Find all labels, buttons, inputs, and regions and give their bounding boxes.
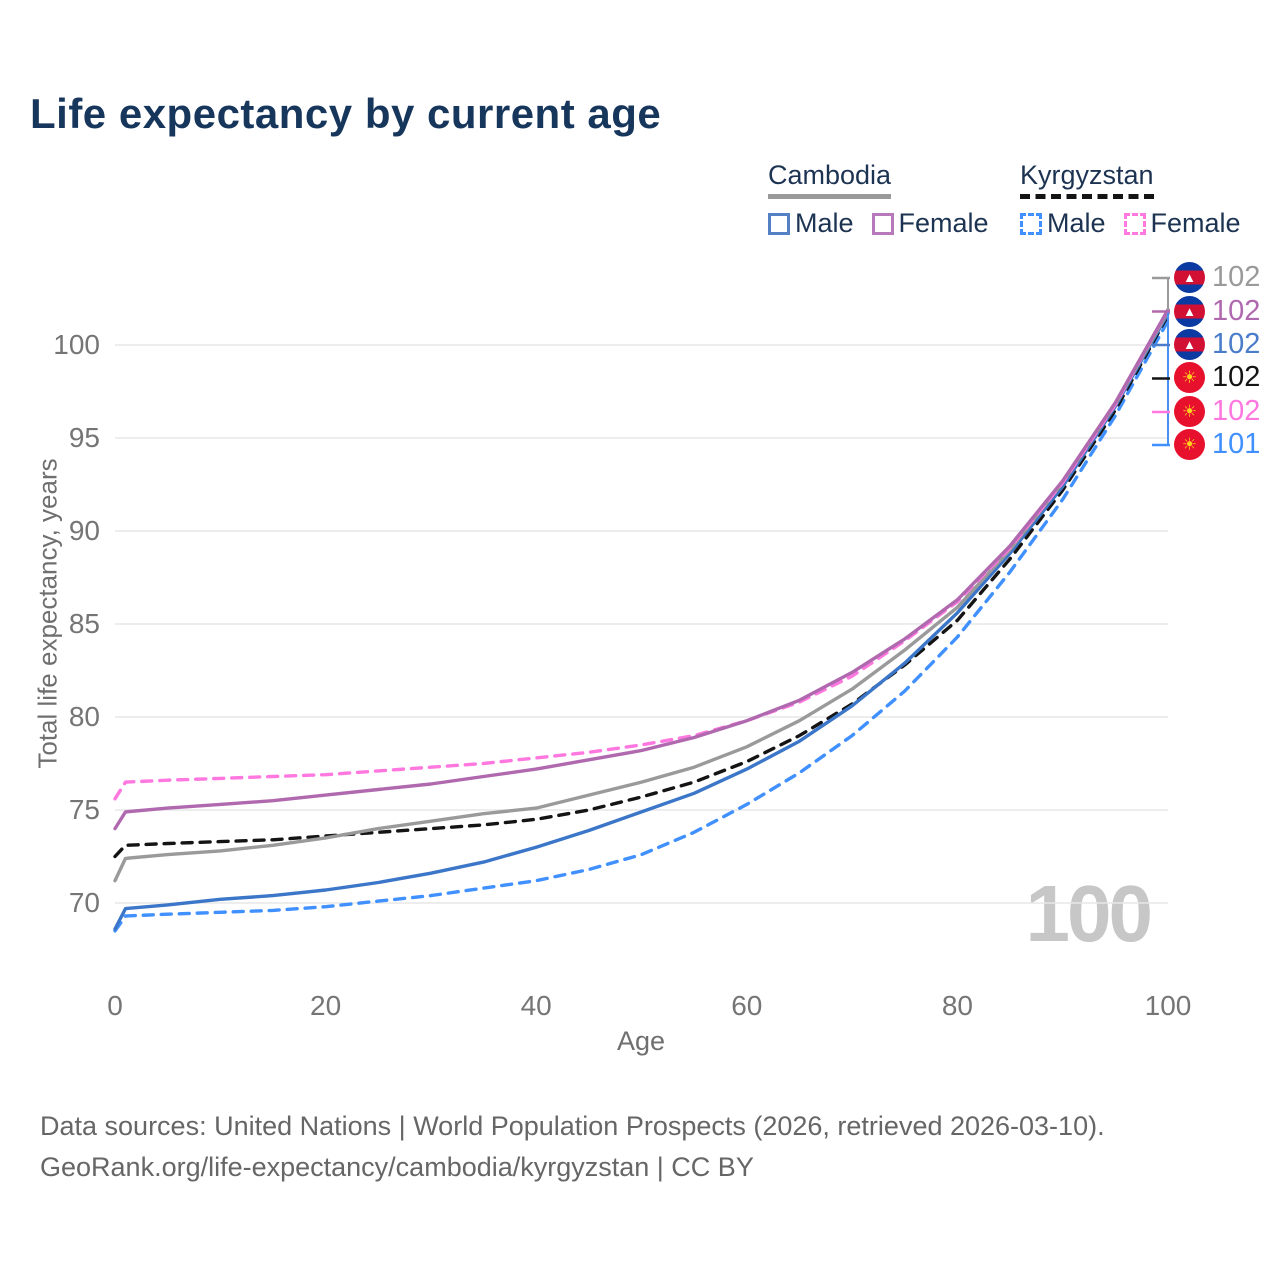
end-label-value: 102	[1212, 394, 1261, 427]
x-tick-label: 40	[521, 990, 552, 1021]
legend-country-cambodia: Cambodia	[768, 160, 892, 199]
legend-item-kyrgyzstan-female[interactable]: Female	[1123, 208, 1241, 239]
sun-icon: ☀	[1181, 368, 1198, 388]
end-label-value: 102	[1212, 294, 1261, 327]
end-label-value: 102	[1212, 361, 1261, 394]
series-line-cambodia-female[interactable]	[113, 308, 1170, 831]
cambodia-flag-icon: ▲	[1174, 262, 1205, 294]
legend-item-cambodia-female[interactable]: Female	[871, 208, 989, 239]
footer: Data sources: United Nations | World Pop…	[40, 1106, 1105, 1188]
end-label-row: ☀ 102	[1174, 361, 1260, 394]
legend-group-cambodia: Cambodia Male Female	[768, 160, 989, 239]
legend-country-kyrgyzstan: Kyrgyzstan	[1020, 160, 1154, 199]
x-tick-label: 100	[1145, 990, 1192, 1021]
x-axis-title: Age	[616, 1026, 666, 1056]
legend-item-label: Female	[898, 208, 989, 238]
y-tick-label: 80	[69, 701, 100, 732]
page-title: Life expectancy by current age	[30, 90, 662, 137]
y-tick-label: 75	[69, 794, 100, 825]
x-tick-label: 20	[310, 990, 341, 1021]
angkor-wat-icon: ▲	[1183, 303, 1196, 319]
y-tick-label: 70	[69, 887, 100, 918]
legend-group-kyrgyzstan: Kyrgyzstan Male Female	[1020, 160, 1241, 239]
legend-item-label: Female	[1150, 208, 1241, 238]
angkor-wat-icon: ▲	[1183, 336, 1196, 352]
sun-icon: ☀	[1181, 435, 1198, 455]
x-tick-label: 80	[942, 990, 973, 1021]
series-line-kyrgyzstan-male[interactable]	[113, 319, 1170, 933]
end-label-row: ▲ 102	[1174, 294, 1260, 327]
y-tick-label: 100	[53, 329, 100, 360]
kyrgyzstan-female-swatch-icon	[1123, 212, 1146, 235]
x-tick-label: 60	[731, 990, 762, 1021]
series-end-labels: ▲ 102 ▲ 102 ▲ 102 ☀ 102 ☀ 102 ☀ 101	[1174, 261, 1260, 461]
current-age-watermark: 100	[1025, 869, 1153, 958]
legend-item-cambodia-male[interactable]: Male	[768, 208, 854, 239]
legend-item-label: Male	[795, 208, 854, 238]
legend-item-label: Male	[1047, 208, 1106, 238]
end-label-row: ▲ 102	[1174, 328, 1260, 361]
end-label-row: ☀ 102	[1174, 395, 1260, 428]
x-tick-label: 0	[107, 990, 123, 1021]
cambodia-female-swatch-icon	[871, 212, 894, 235]
y-tick-label: 85	[69, 608, 100, 639]
y-tick-label: 95	[69, 422, 100, 453]
legend-item-kyrgyzstan-male[interactable]: Male	[1020, 208, 1106, 239]
cambodia-flag-icon: ▲	[1174, 328, 1205, 360]
y-tick-label: 90	[69, 515, 100, 546]
end-label-value: 102	[1212, 261, 1261, 294]
end-label-value: 102	[1212, 327, 1261, 360]
cambodia-flag-icon: ▲	[1174, 295, 1205, 327]
end-label-row: ▲ 102	[1174, 261, 1260, 294]
y-axis-title: Total life expectancy, years	[32, 458, 63, 769]
series-line-cambodia-male[interactable]	[113, 311, 1170, 931]
cambodia-male-swatch-icon	[768, 212, 790, 235]
kyrgyzstan-flag-icon: ☀	[1174, 362, 1205, 394]
kyrgyzstan-flag-icon: ☀	[1174, 429, 1205, 461]
footer-data-sources: Data sources: United Nations | World Pop…	[40, 1111, 1105, 1141]
series-line-cambodia-both[interactable]	[113, 309, 1170, 883]
series-line-kyrgyzstan-both[interactable]	[113, 313, 1170, 859]
angkor-wat-icon: ▲	[1183, 270, 1196, 286]
sun-icon: ☀	[1181, 401, 1198, 421]
kyrgyzstan-flag-icon: ☀	[1174, 395, 1205, 427]
footer-attribution: GeoRank.org/life-expectancy/cambodia/kyr…	[40, 1152, 754, 1182]
end-label-row: ☀ 101	[1174, 428, 1260, 461]
kyrgyzstan-male-swatch-icon	[1020, 212, 1042, 235]
end-label-value: 101	[1212, 428, 1261, 461]
